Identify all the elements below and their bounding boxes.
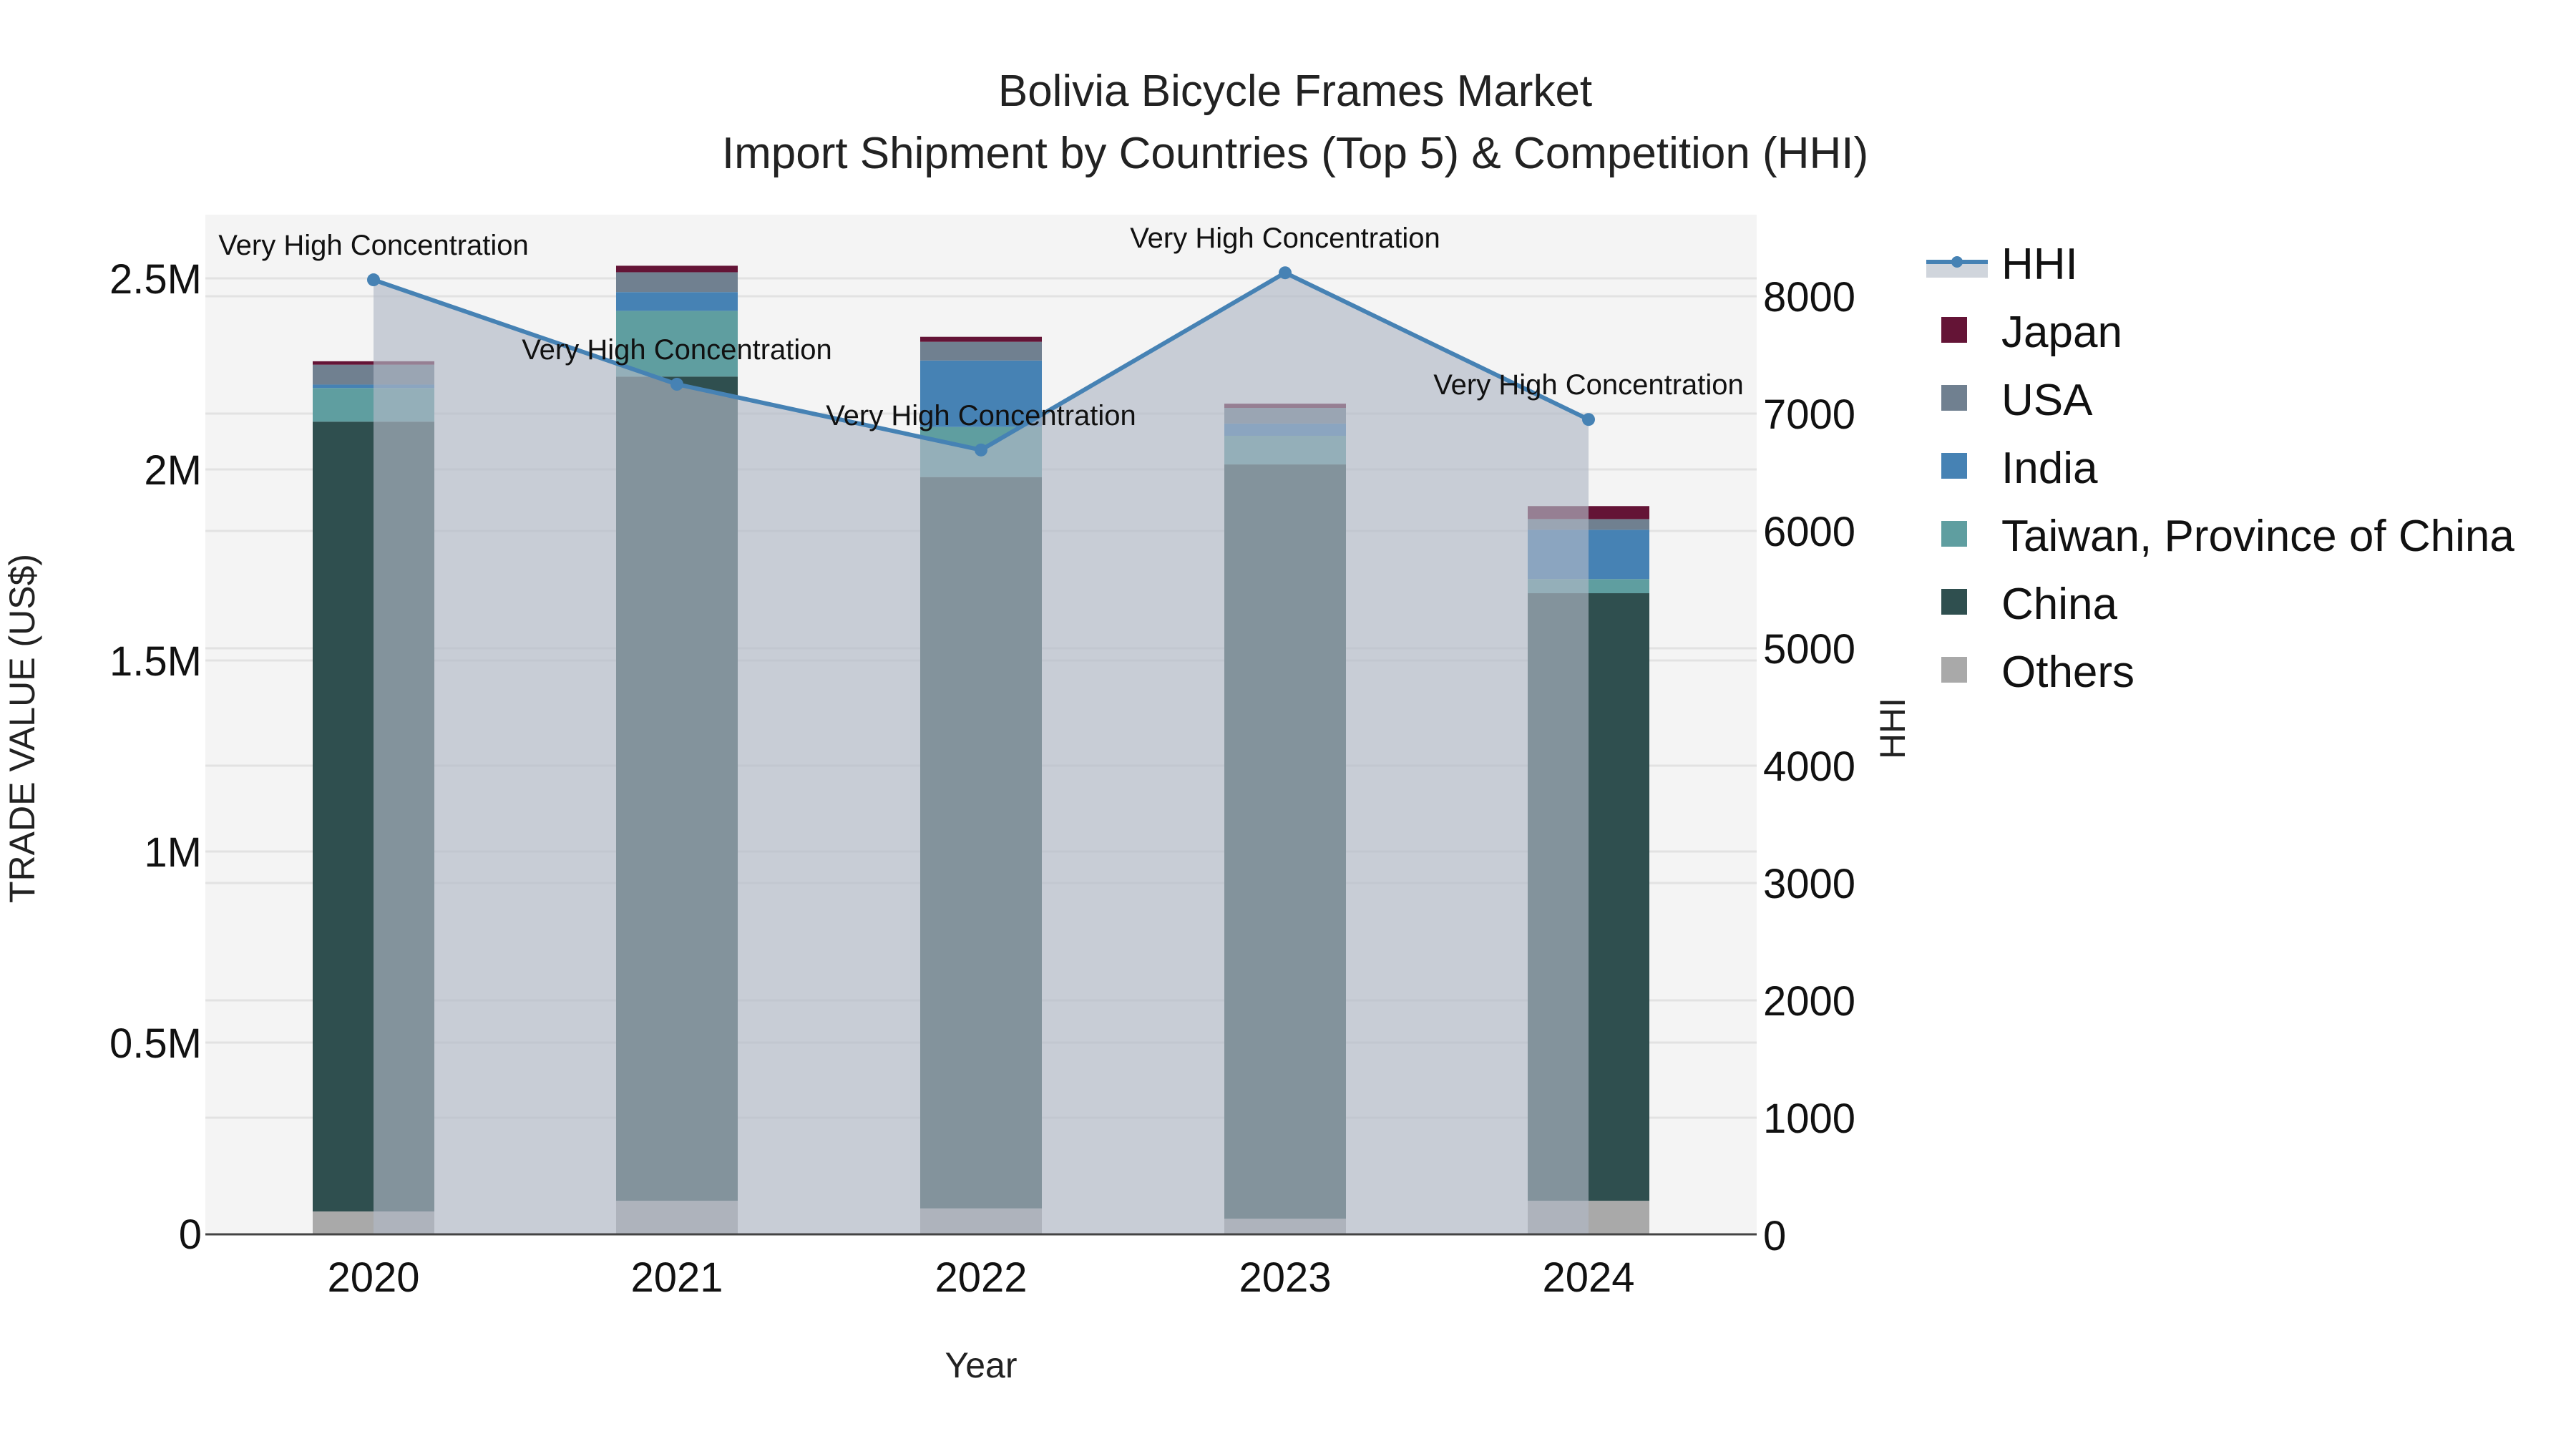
legend-swatch-icon (1941, 453, 1967, 479)
hhi-marker-2023[interactable] (1279, 266, 1292, 280)
x-tick-label: 2021 (630, 1254, 723, 1301)
legend-swatch-icon (1941, 657, 1967, 683)
legend-item-others[interactable]: Others (1941, 648, 2135, 697)
legend-item-india[interactable]: India (1941, 444, 2098, 493)
bar-segment-usa[interactable] (920, 341, 1042, 361)
legend-item-hhi[interactable]: HHI (1926, 240, 2078, 289)
hhi-annotation: Very High Concentration (218, 230, 529, 261)
bar-segment-usa[interactable] (616, 272, 738, 293)
legend-item-usa[interactable]: USA (1941, 376, 2093, 425)
y2-tick-label: 6000 (1763, 509, 1855, 555)
legend-label: Japan (2001, 308, 2122, 357)
bar-segment-india[interactable] (920, 360, 1042, 427)
y2-tick-label: 0 (1763, 1213, 1786, 1259)
legend-swatch-icon (1941, 385, 1967, 411)
y2-tick-label: 1000 (1763, 1096, 1855, 1142)
y2-tick-label: 2000 (1763, 978, 1855, 1025)
bar-segment-india[interactable] (616, 292, 738, 311)
x-tick-label: 2023 (1239, 1254, 1331, 1301)
x-tick-label: 2020 (327, 1254, 419, 1301)
chart-subtitle: Import Shipment by Countries (Top 5) & C… (722, 129, 1868, 178)
legend-item-china[interactable]: China (1941, 580, 2118, 629)
y2-tick-label: 3000 (1763, 861, 1855, 907)
hhi-annotation: Very High Concentration (826, 400, 1136, 431)
x-axis-title: Year (945, 1345, 1017, 1385)
legend-item-japan[interactable]: Japan (1941, 308, 2122, 357)
hhi-annotation: Very High Concentration (522, 334, 832, 366)
legend: HHI Japan USA India Taiwan, Province of Chin… (1926, 240, 2514, 697)
y-tick-label: 2M (144, 447, 202, 494)
y-axis-title: TRADE VALUE (US$) (2, 554, 42, 903)
y-tick-label: 1.5M (109, 638, 202, 685)
hhi-marker-2020[interactable] (367, 273, 380, 287)
legend-label: China (2001, 580, 2118, 629)
legend-label: USA (2001, 376, 2093, 425)
legend-swatch-icon (1941, 589, 1967, 615)
hhi-marker-2021[interactable] (670, 378, 683, 391)
legend-item-taiwan-province-of-china[interactable]: Taiwan, Province of China (1941, 512, 2514, 561)
y2-axis-title: HHI (1873, 698, 1913, 759)
y-tick-label: 2.5M (109, 256, 202, 303)
y2-tick-label: 4000 (1763, 743, 1855, 790)
x-axis-ticks: 2020 2021 2022 2023 2024 (327, 1254, 1634, 1301)
hhi-annotation: Very High Concentration (1130, 223, 1440, 254)
hhi-annotation: Very High Concentration (1433, 369, 1744, 401)
y-tick-label: 0.5M (109, 1020, 202, 1067)
y-axis-ticks: 0 0.5M 1M 1.5M 2M 2.5M (109, 256, 202, 1258)
hhi-marker-2024[interactable] (1582, 413, 1595, 426)
legend-label: Taiwan, Province of China (2001, 512, 2514, 561)
bar-segment-japan[interactable] (920, 336, 1042, 342)
y2-axis-ticks: 0 1000 2000 3000 4000 5000 6000 7000 8000 (1763, 274, 1855, 1259)
x-tick-label: 2024 (1542, 1254, 1634, 1301)
hhi-annotations: Very High Concentration Very High Concent… (218, 223, 1744, 431)
legend-label: Others (2001, 648, 2135, 697)
y-tick-label: 1M (144, 829, 202, 876)
bar-segment-japan[interactable] (616, 265, 738, 273)
y2-tick-label: 5000 (1763, 626, 1855, 673)
y2-tick-label: 7000 (1763, 391, 1855, 438)
bar-segment-taiwan-province-of-china[interactable] (616, 311, 738, 377)
hhi-marker-2022[interactable] (975, 443, 987, 457)
legend-label: India (2001, 444, 2098, 493)
legend-area-swatch (1926, 262, 1988, 278)
legend-swatch-icon (1941, 317, 1967, 343)
y-tick-label: 0 (179, 1211, 202, 1258)
hhi-area (374, 273, 1589, 1236)
legend-marker-icon (1951, 256, 1963, 268)
chart-title: Bolivia Bicycle Frames Market (998, 67, 1592, 116)
legend-label: HHI (2001, 240, 2078, 289)
x-tick-label: 2022 (935, 1254, 1027, 1301)
legend-swatch-icon (1941, 521, 1967, 547)
hhi-line (367, 266, 1595, 1236)
y2-tick-label: 8000 (1763, 274, 1855, 321)
